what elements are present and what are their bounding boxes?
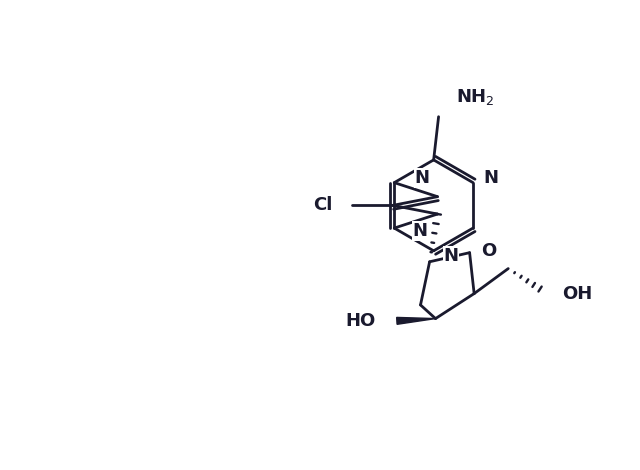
Text: OH: OH: [562, 285, 592, 303]
Text: HO: HO: [345, 312, 375, 330]
Polygon shape: [397, 317, 435, 324]
Text: N: N: [483, 169, 498, 187]
Text: N: N: [413, 222, 428, 240]
Text: N: N: [415, 169, 429, 187]
Text: N: N: [444, 247, 458, 265]
Text: Cl: Cl: [313, 196, 332, 214]
Text: O: O: [481, 242, 497, 260]
Text: NH$_2$: NH$_2$: [456, 87, 495, 107]
